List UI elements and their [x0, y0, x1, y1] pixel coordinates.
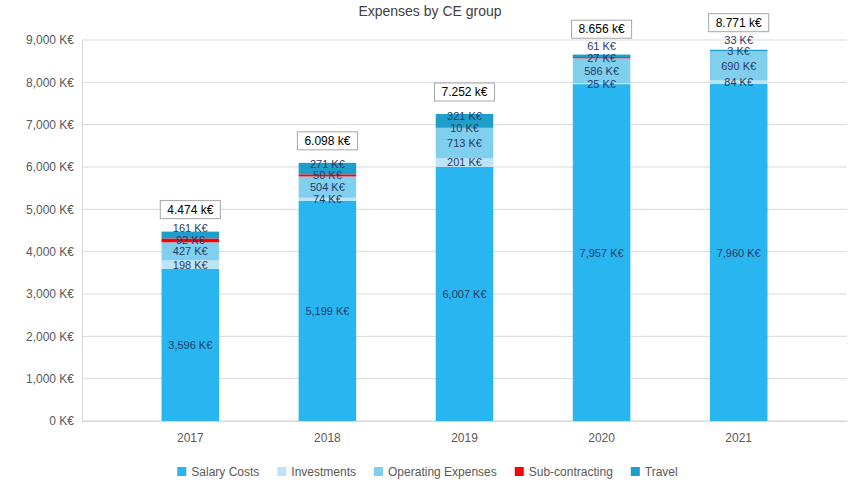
x-tick-label: 2017 [177, 431, 204, 445]
y-tick-label: 0 K€ [49, 414, 74, 428]
data-label: 61 K€ [587, 40, 616, 52]
legend-swatch [374, 467, 383, 476]
data-label: 10 K€ [450, 122, 479, 134]
y-axis: 0 K€ 1,000 K€ 2,000 K€ 3,000 K€ 4,000 K€ 5,00… [26, 33, 83, 428]
data-label: 74 K€ [313, 193, 342, 205]
x-tick: 2018 [314, 421, 341, 445]
data-label: 6,007 K€ [442, 288, 486, 300]
data-label: 3,596 K€ [168, 339, 212, 351]
legend-label: Operating Expenses [388, 465, 497, 479]
x-axis-line [83, 421, 848, 422]
total-box [297, 132, 357, 150]
y-tick-label: 7,000 K€ [26, 118, 74, 132]
data-label: 201 K€ [447, 156, 482, 168]
data-label: 504 K€ [310, 181, 345, 193]
legend-label: Investments [291, 465, 356, 479]
total-box [709, 14, 769, 32]
legend-swatch [177, 467, 186, 476]
y-tick: 5,000 K€ [26, 203, 82, 217]
totals: 4.474 k€ 6.098 k€ 7.252 k€ 8.656 k€ 8.771 k€ [160, 14, 768, 219]
data-label: 27 K€ [587, 52, 616, 64]
y-tick: 1,000 K€ [26, 372, 82, 386]
y-tick: 2,000 K€ [26, 330, 82, 344]
total-label: 7.252 k€ [441, 85, 487, 99]
data-label: 84 K€ [724, 76, 753, 88]
legend-label: Salary Costs [191, 465, 259, 479]
y-tick-label: 1,000 K€ [26, 372, 74, 386]
total-label: 6.098 k€ [304, 134, 350, 148]
data-label: 161 K€ [173, 222, 208, 234]
data-label: 25 K€ [587, 78, 616, 90]
legend-swatch [515, 467, 524, 476]
title: Expenses by CE group [358, 3, 501, 19]
data-label: 5,199 K€ [305, 305, 349, 317]
legend-item: Sub-contracting [515, 465, 613, 479]
y-tick-label: 3,000 K€ [26, 287, 74, 301]
data-label: 92 K€ [176, 234, 205, 246]
y-tick-label: 2,000 K€ [26, 330, 74, 344]
legend-label: Travel [645, 465, 678, 479]
total-label: 8.771 k€ [716, 16, 762, 30]
data-label: 427 K€ [173, 245, 208, 257]
data-labels: 3,596 K€ 198 K€ 427 K€92 K€161 K€ 5,199 K€ 7… [168, 34, 760, 351]
bar-segment [299, 201, 357, 421]
x-tick-label: 2018 [314, 431, 341, 445]
data-label: 586 K€ [584, 65, 619, 77]
y-tick: 9,000 K€ [26, 33, 82, 47]
total-box [160, 201, 220, 219]
x-tick: 2019 [451, 421, 478, 445]
legend-item: Travel [631, 465, 678, 479]
y-tick: 7,000 K€ [26, 118, 82, 132]
x-tick: 2021 [725, 421, 752, 445]
bar-segment [162, 269, 220, 421]
data-label: 321 K€ [447, 110, 482, 122]
total-label: 4.474 k€ [167, 203, 213, 217]
y-tick-label: 4,000 K€ [26, 245, 74, 259]
legend-item: Operating Expenses [374, 465, 497, 479]
total-label: 8.656 k€ [579, 22, 625, 36]
legend-label: Sub-contracting [529, 465, 613, 479]
y-tick: 3,000 K€ [26, 287, 82, 301]
y-axis-line [82, 41, 83, 422]
x-tick-label: 2021 [725, 431, 752, 445]
x-tick-label: 2019 [451, 431, 478, 445]
grid [82, 40, 847, 421]
x-tick: 2020 [588, 421, 615, 445]
y-tick: 4,000 K€ [26, 245, 82, 259]
bar-segment [573, 84, 631, 421]
data-label: 3 K€ [727, 45, 750, 57]
x-tick-label: 2020 [588, 431, 615, 445]
legend-item: Salary Costs [177, 465, 259, 479]
data-label: 50 K€ [313, 169, 342, 181]
y-tick: 8,000 K€ [26, 76, 82, 90]
data-label: 7,957 K€ [580, 247, 624, 259]
legend-item: Investments [277, 465, 356, 479]
data-label: 198 K€ [173, 259, 208, 271]
y-tick-label: 8,000 K€ [26, 76, 74, 90]
total-box [434, 83, 494, 101]
y-tick: 6,000 K€ [26, 160, 82, 174]
legend: Salary Costs Investments Operating Expense… [177, 465, 677, 479]
y-tick-label: 5,000 K€ [26, 203, 74, 217]
bar-segment [710, 84, 768, 421]
data-label: 713 K€ [447, 137, 482, 149]
y-tick: 0 K€ [49, 414, 82, 428]
data-label: 271 K€ [310, 158, 345, 170]
data-label: 690 K€ [721, 60, 756, 72]
chart: 0 K€ 1,000 K€ 2,000 K€ 3,000 K€ 4,000 K€ 5,00… [0, 0, 855, 500]
x-tick: 2017 [177, 421, 204, 445]
legend-swatch [277, 467, 286, 476]
bar-segment [436, 167, 494, 421]
legend-swatch [631, 467, 640, 476]
total-box [572, 20, 632, 38]
bars [162, 50, 768, 421]
y-tick-label: 6,000 K€ [26, 160, 74, 174]
y-tick-label: 9,000 K€ [26, 33, 74, 47]
data-label: 7,960 K€ [717, 247, 761, 259]
x-axis: 2017 2018 2019 2020 2021 [83, 421, 848, 445]
data-label: 33 K€ [724, 34, 753, 46]
